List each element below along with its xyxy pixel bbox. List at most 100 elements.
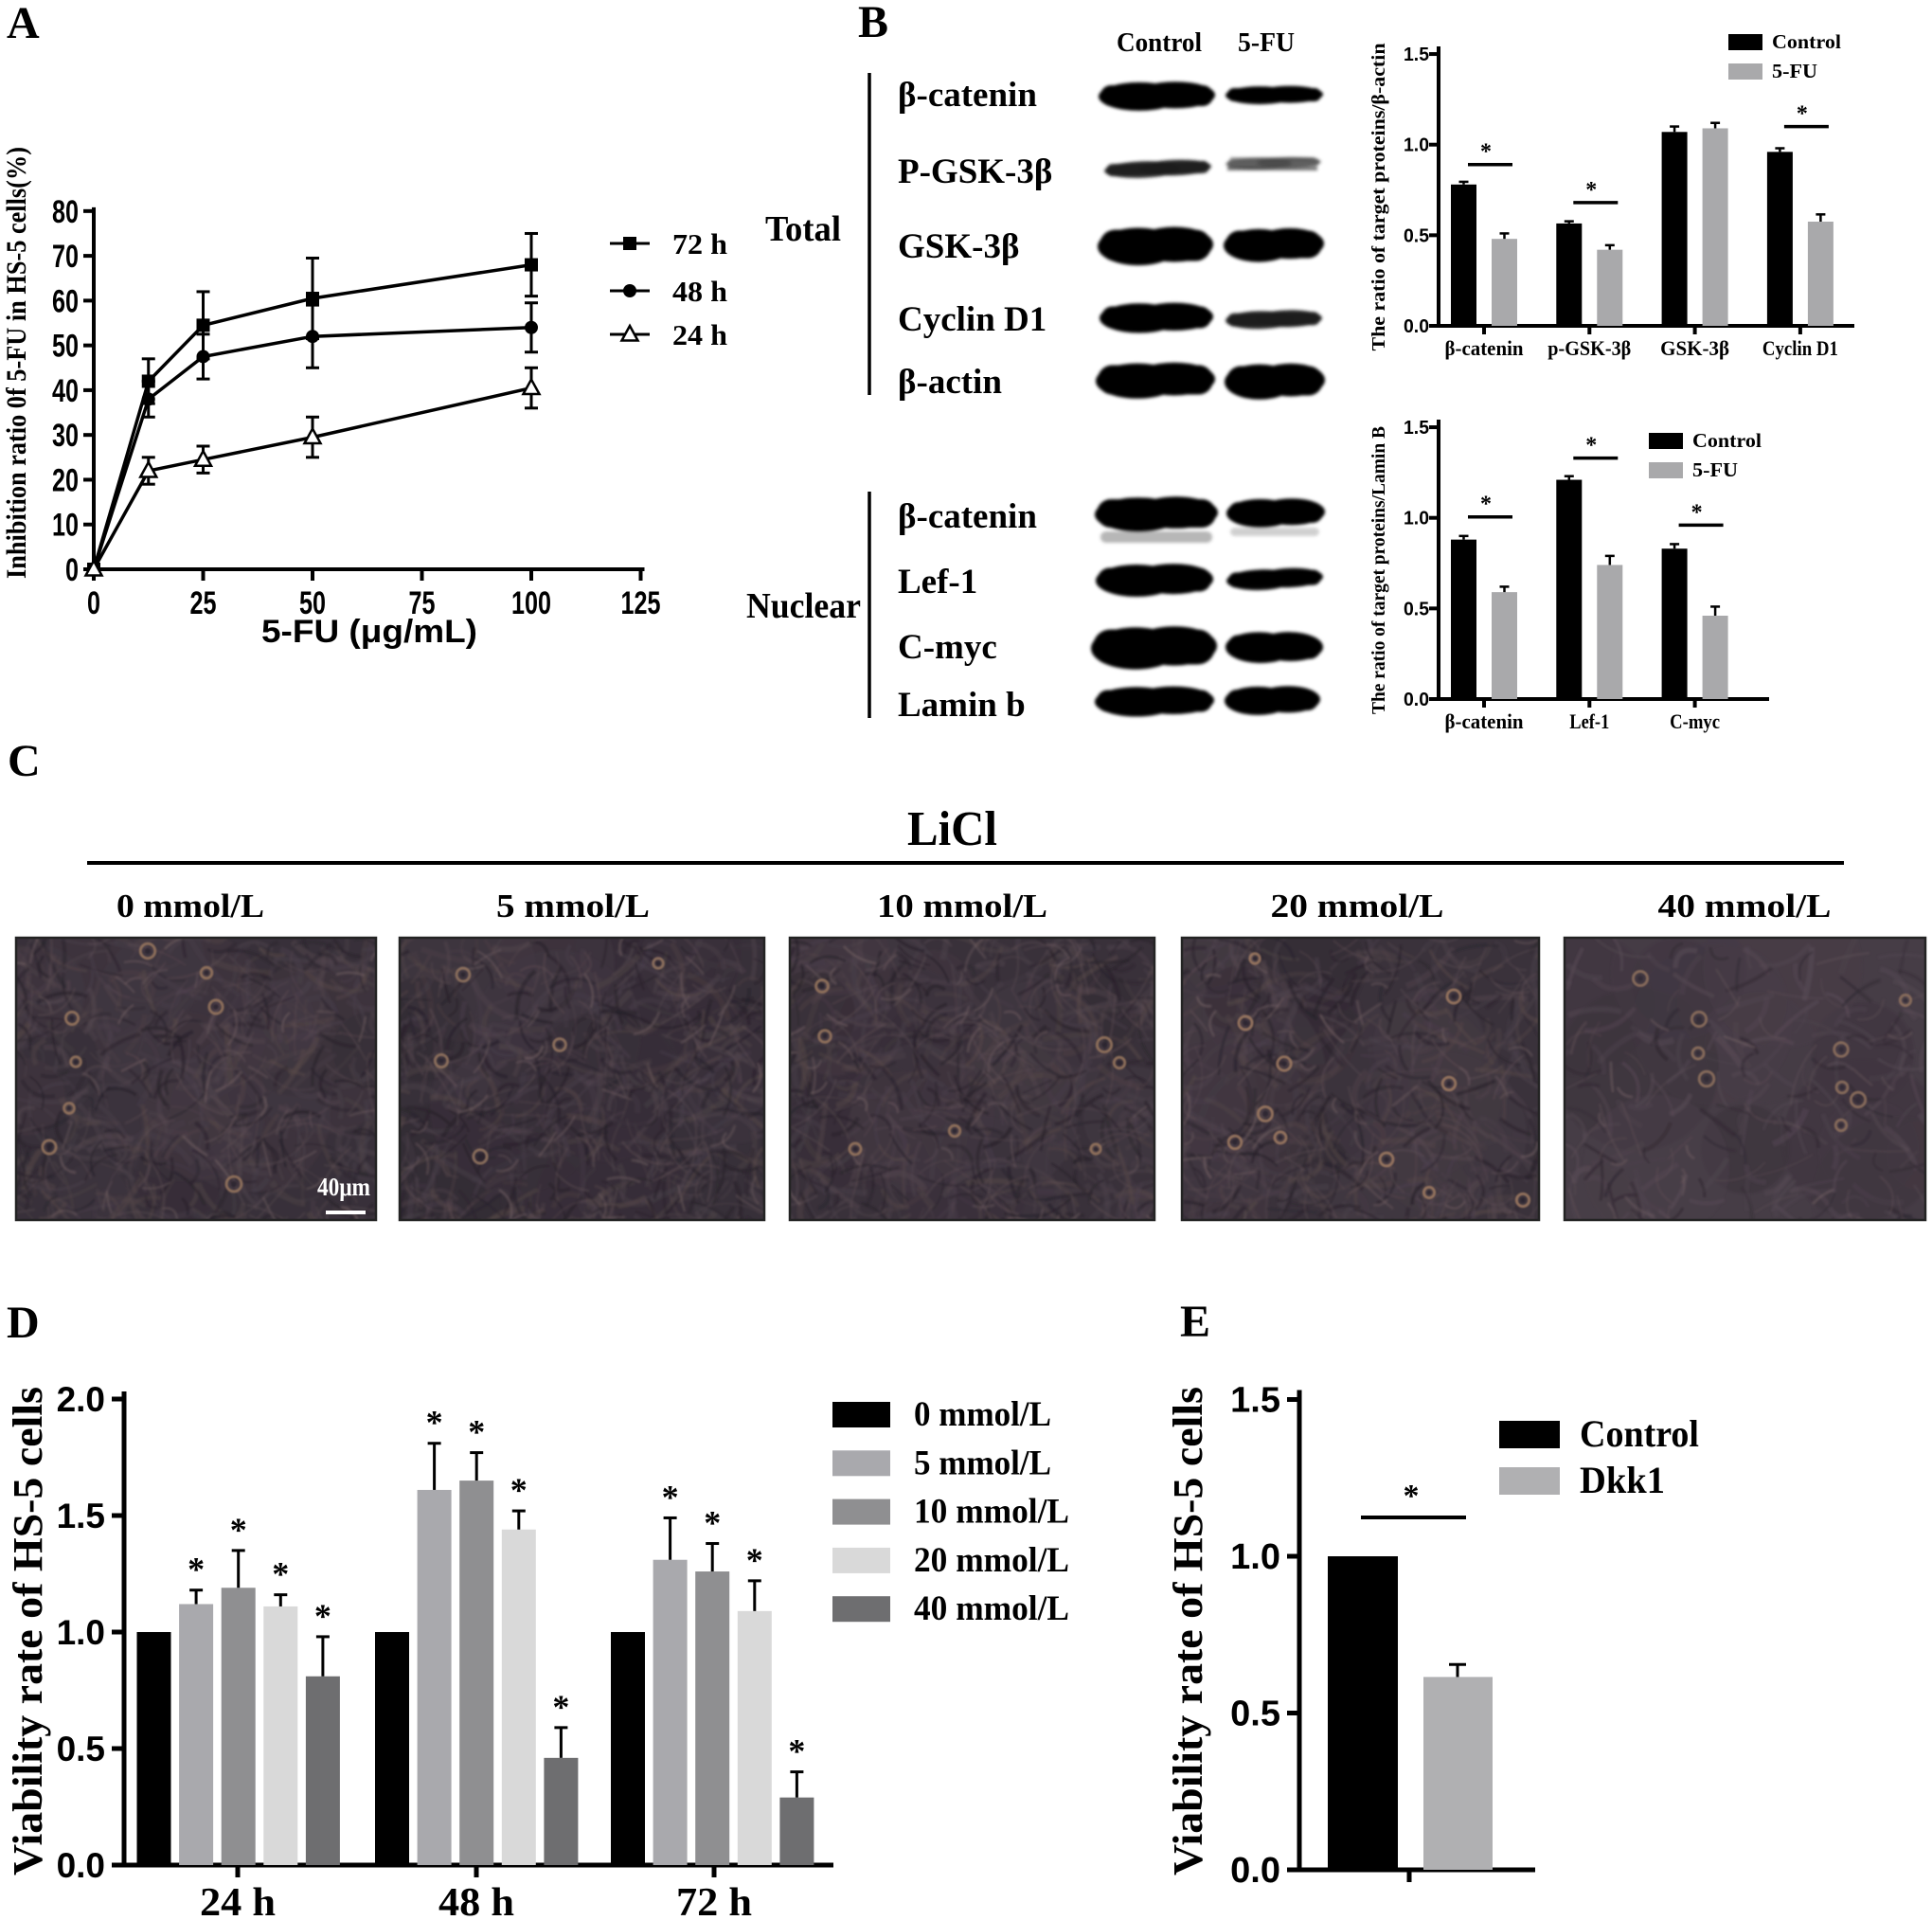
svg-text:50: 50 bbox=[52, 329, 79, 365]
svg-text:40 mmol/L: 40 mmol/L bbox=[1658, 888, 1832, 924]
svg-text:B: B bbox=[858, 0, 888, 47]
svg-text:1.0: 1.0 bbox=[1230, 1537, 1280, 1577]
svg-text:5-FU (μg/mL): 5-FU (μg/mL) bbox=[261, 614, 477, 650]
svg-text:C-myc: C-myc bbox=[898, 628, 997, 667]
svg-text:48 h: 48 h bbox=[438, 1881, 514, 1920]
svg-text:β-catenin: β-catenin bbox=[1445, 709, 1524, 733]
svg-text:GSK-3β: GSK-3β bbox=[898, 227, 1019, 266]
svg-text:40μm: 40μm bbox=[317, 1173, 370, 1201]
svg-text:5-FU: 5-FU bbox=[1238, 27, 1295, 58]
svg-text:C-myc: C-myc bbox=[1670, 709, 1720, 733]
svg-text:70: 70 bbox=[52, 239, 79, 275]
svg-text:48 h: 48 h bbox=[672, 275, 727, 308]
svg-text:1.5: 1.5 bbox=[1404, 45, 1429, 65]
svg-text:5-FU: 5-FU bbox=[1692, 458, 1738, 481]
svg-text:0.5: 0.5 bbox=[1404, 225, 1429, 246]
svg-text:24 h: 24 h bbox=[200, 1881, 276, 1920]
svg-text:Total: Total bbox=[765, 209, 841, 249]
svg-text:*: * bbox=[230, 1511, 247, 1549]
svg-text:20 mmol/L: 20 mmol/L bbox=[914, 1541, 1069, 1580]
svg-text:0.0: 0.0 bbox=[1404, 316, 1429, 337]
svg-text:125: 125 bbox=[621, 585, 661, 621]
svg-text:5 mmol/L: 5 mmol/L bbox=[914, 1444, 1051, 1482]
svg-text:50: 50 bbox=[299, 585, 326, 621]
svg-text:β-catenin: β-catenin bbox=[898, 76, 1037, 115]
svg-text:*: * bbox=[1691, 500, 1703, 525]
svg-text:Viability rate of HS-5 cells: Viability rate of HS-5 cells bbox=[5, 1387, 51, 1875]
svg-text:GSK-3β: GSK-3β bbox=[1660, 336, 1729, 360]
svg-text:Control: Control bbox=[1117, 27, 1202, 58]
svg-text:*: * bbox=[1480, 140, 1492, 165]
svg-text:Control: Control bbox=[1580, 1412, 1699, 1455]
svg-text:Control: Control bbox=[1772, 30, 1841, 53]
svg-text:*: * bbox=[1585, 434, 1597, 458]
svg-text:*: * bbox=[552, 1688, 569, 1726]
svg-text:0: 0 bbox=[65, 552, 79, 588]
svg-text:*: * bbox=[704, 1504, 721, 1542]
svg-text:1.0: 1.0 bbox=[1404, 135, 1429, 156]
svg-text:*: * bbox=[788, 1732, 805, 1770]
svg-text:0 mmol/L: 0 mmol/L bbox=[914, 1395, 1051, 1434]
svg-text:5-FU: 5-FU bbox=[1772, 60, 1817, 82]
svg-text:*: * bbox=[662, 1478, 679, 1516]
svg-text:LiCl: LiCl bbox=[907, 802, 997, 856]
svg-text:1.5: 1.5 bbox=[57, 1497, 105, 1535]
svg-text:0: 0 bbox=[87, 585, 100, 621]
svg-text:0.5: 0.5 bbox=[57, 1730, 105, 1768]
svg-text:*: * bbox=[1404, 1479, 1420, 1514]
svg-text:20 mmol/L: 20 mmol/L bbox=[1271, 888, 1444, 924]
svg-text:*: * bbox=[188, 1551, 205, 1588]
svg-text:*: * bbox=[426, 1404, 443, 1442]
svg-text:10 mmol/L: 10 mmol/L bbox=[877, 888, 1047, 924]
svg-text:The ratio of target proteins/L: The ratio of target proteins/Lamin B bbox=[1368, 426, 1389, 714]
svg-text:72 h: 72 h bbox=[676, 1881, 752, 1920]
svg-text:β-actin: β-actin bbox=[898, 363, 1002, 402]
svg-text:0.5: 0.5 bbox=[1230, 1695, 1280, 1734]
svg-text:2.0: 2.0 bbox=[57, 1380, 105, 1419]
svg-text:0.5: 0.5 bbox=[1404, 599, 1429, 619]
svg-text:The ratio of target proteins/β: The ratio of target proteins/β-actin bbox=[1368, 44, 1389, 351]
svg-text:60: 60 bbox=[52, 283, 79, 319]
svg-text:0 mmol/L: 0 mmol/L bbox=[116, 888, 264, 924]
svg-text:24 h: 24 h bbox=[672, 318, 727, 351]
svg-text:30: 30 bbox=[52, 418, 79, 454]
svg-text:E: E bbox=[1180, 1297, 1210, 1347]
svg-text:100: 100 bbox=[511, 585, 551, 621]
svg-text:β-catenin: β-catenin bbox=[1445, 336, 1524, 360]
svg-text:*: * bbox=[468, 1413, 485, 1451]
svg-text:Nuclear: Nuclear bbox=[746, 586, 861, 626]
svg-text:40 mmol/L: 40 mmol/L bbox=[914, 1589, 1069, 1628]
svg-text:p-GSK-3β: p-GSK-3β bbox=[1547, 336, 1631, 360]
svg-text:1.0: 1.0 bbox=[1404, 509, 1429, 529]
svg-text:72 h: 72 h bbox=[672, 227, 727, 260]
svg-text:Cyclin D1: Cyclin D1 bbox=[1762, 336, 1838, 360]
svg-text:*: * bbox=[746, 1541, 763, 1579]
svg-text:Viability rate of HS-5 cells: Viability rate of HS-5 cells bbox=[1165, 1387, 1211, 1875]
svg-text:*: * bbox=[1480, 493, 1492, 517]
svg-text:Dkk1: Dkk1 bbox=[1580, 1459, 1665, 1501]
svg-text:*: * bbox=[1797, 102, 1808, 127]
svg-text:*: * bbox=[314, 1597, 331, 1635]
svg-text:20: 20 bbox=[52, 462, 79, 498]
svg-text:1.5: 1.5 bbox=[1230, 1381, 1280, 1421]
svg-text:5 mmol/L: 5 mmol/L bbox=[496, 888, 650, 924]
svg-text:Inhibition ratio 0f 5-FU in HS: Inhibition ratio 0f 5-FU in HS-5 cells(%… bbox=[1, 147, 32, 579]
svg-text:D: D bbox=[7, 1298, 40, 1348]
svg-text:Lef-1: Lef-1 bbox=[898, 563, 977, 601]
svg-text:β-catenin: β-catenin bbox=[898, 497, 1037, 536]
svg-text:C: C bbox=[8, 736, 41, 786]
svg-text:80: 80 bbox=[52, 194, 79, 230]
svg-text:40: 40 bbox=[52, 373, 79, 409]
svg-text:Lamin b: Lamin b bbox=[898, 686, 1026, 725]
svg-text:75: 75 bbox=[409, 585, 436, 621]
svg-text:P-GSK-3β: P-GSK-3β bbox=[898, 153, 1052, 191]
svg-text:*: * bbox=[510, 1471, 528, 1509]
svg-text:0.0: 0.0 bbox=[57, 1846, 105, 1885]
svg-text:Lef-1: Lef-1 bbox=[1569, 709, 1609, 733]
svg-text:Control: Control bbox=[1692, 429, 1762, 452]
svg-text:10: 10 bbox=[52, 508, 79, 544]
svg-text:1.5: 1.5 bbox=[1404, 418, 1429, 439]
svg-text:*: * bbox=[1585, 178, 1597, 203]
svg-text:0.0: 0.0 bbox=[1230, 1851, 1280, 1891]
svg-text:25: 25 bbox=[190, 585, 217, 621]
